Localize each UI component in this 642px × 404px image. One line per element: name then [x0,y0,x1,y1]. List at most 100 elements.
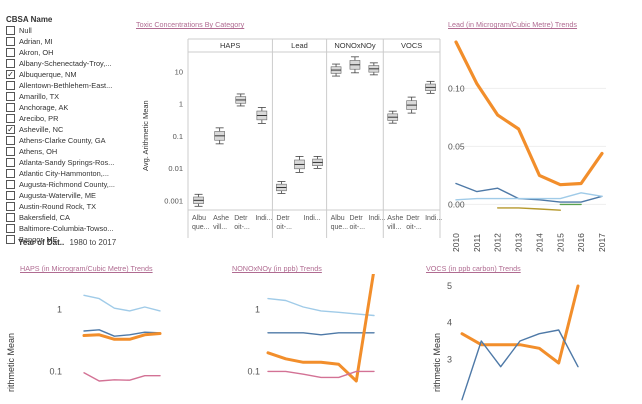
y-tick-label: 0.00 [448,199,465,209]
filter-item[interactable]: ✓ Albuquerque, NM [6,69,132,80]
series-line-lightblue [455,192,603,201]
lead-trend-chart[interactable]: 0.10 0.05 0.00 2010 2011 2012 2013 2014 2015 2016… [448,30,642,264]
filter-item[interactable]: Baltimore-Columbia-Towso... [6,223,132,234]
nono-trend-chart[interactable]: 10.1 [210,274,410,404]
series-line-blue [461,329,579,401]
checkbox[interactable] [6,103,15,112]
filter-title: CBSA Name [6,15,53,24]
checkbox[interactable]: ✓ [6,70,15,79]
x-tick-label: 2015 [555,233,565,252]
category-label: Indi... [304,215,321,222]
y-tick-label: 0.1 [173,132,183,141]
nono-chart-title[interactable]: NONOxNOy (in ppb) Trends [232,264,322,273]
category-label: vill... [213,224,227,231]
filter-item-label: Austin-Round Rock, TX [19,202,97,211]
y-tick-label: 3 [447,354,452,364]
vocs-chart-title[interactable]: VOCS (in ppb carbon) Trends [426,264,521,273]
filter-item[interactable]: ✓ Asheville, NC [6,124,132,135]
series-line-orange [460,284,580,365]
year-filter-value[interactable]: 1980 to 2017 [69,238,117,247]
filter-item[interactable]: Arecibo, PR [6,113,132,124]
year-filter[interactable]: Year of Dat.. 1980 to 2017 [18,238,116,247]
checkbox[interactable] [6,92,15,101]
filter-item[interactable]: Athens-Clarke County, GA [6,135,132,146]
checkbox[interactable] [6,213,15,222]
checkbox[interactable] [6,202,15,211]
filter-item-label: Athens, OH [19,147,58,156]
checkbox[interactable] [6,180,15,189]
filter-item-label: Atlanta-Sandy Springs-Ros... [19,158,115,167]
series-line-olive [497,207,561,211]
haps-trend-chart[interactable]: 1 0.1 rithmetic Mean [0,274,200,404]
checkbox[interactable] [6,158,15,167]
category-label: oit-... [234,224,250,231]
x-tick-label: 2012 [493,233,503,252]
filter-item[interactable]: Anchorage, AK [6,102,132,113]
checkbox[interactable] [6,81,15,90]
checkbox[interactable] [6,136,15,145]
checkbox[interactable] [6,147,15,156]
x-tick-label: 2010 [451,233,461,252]
filter-item-label: Athens-Clarke County, GA [19,136,106,145]
category-label: Detr [276,215,290,222]
category-label: Detr [350,215,364,222]
filter-item[interactable]: Amarillo, TX [6,91,132,102]
y-tick-label: 0.05 [448,141,465,151]
filter-item-label: Null [19,26,32,35]
filter-item[interactable]: Athens, OH [6,146,132,157]
checkbox[interactable] [6,224,15,233]
filter-item[interactable]: Allentown-Bethlehem-East... [6,80,132,91]
filter-item-label: Bakersfield, CA [19,213,70,222]
series-line-blue [83,329,161,337]
cbsa-filter-panel: CBSA Name Null Adrian, MI Akron, OH Albany-… [6,14,132,245]
filter-item[interactable]: Augusta-Richmond County,... [6,179,132,190]
vocs-trend-chart[interactable]: 5 4 3 rithmetic Mean [410,274,610,404]
filter-item-label: Bangor, ME [19,235,58,244]
filter-item[interactable]: Adrian, MI [6,36,132,47]
category-label: Detr [234,215,248,222]
category-label: oit-... [276,224,292,231]
checkbox[interactable] [6,235,15,244]
checkbox[interactable] [6,169,15,178]
y-tick-label: 1 [57,305,62,315]
filter-item[interactable]: Bakersfield, CA [6,212,132,223]
category-label: que... [331,224,349,231]
category-label: Ashe [387,215,403,222]
filter-item-label: Akron, OH [19,48,54,57]
filter-item[interactable]: Augusta-Waterville, ME [6,190,132,201]
cbsa-checkbox-list: Null Adrian, MI Akron, OH Albany-Schenectad… [6,25,132,245]
checkbox[interactable] [6,59,15,68]
haps-chart-title[interactable]: HAPS (in Microgram/Cubic Metre) Trends [20,264,153,273]
checkbox[interactable] [6,48,15,57]
filter-item[interactable]: Atlanta-Sandy Springs-Ros... [6,157,132,168]
category-label: vill... [387,224,401,231]
y-axis-title: rithmetic Mean [432,333,442,392]
category-label: que... [192,224,210,231]
filter-item-label: Arecibo, PR [19,114,59,123]
x-tick-label: 2011 [472,233,482,252]
filter-item[interactable]: Austin-Round Rock, TX [6,201,132,212]
filter-item-label: Albuquerque, NM [19,70,77,79]
checkbox[interactable] [6,26,15,35]
y-tick-label: 1 [255,305,260,315]
checkbox[interactable]: ✓ [6,125,15,134]
checkbox[interactable] [6,191,15,200]
toxic-box-chart[interactable]: Avg. Arithmetic Mean 10 1 0.1 0.01 0.001 HAPS A… [136,32,442,264]
filter-item-label: Asheville, NC [19,125,64,134]
filter-item[interactable]: Atlantic City-Hammonton,... [6,168,132,179]
checkbox[interactable] [6,37,15,46]
checkbox[interactable] [6,114,15,123]
year-filter-label: Year of Dat.. [18,238,65,247]
filter-item[interactable]: Albany-Schenectady-Troy,... [6,58,132,69]
series-line-pink [83,372,161,382]
y-tick-label: 0.10 [448,83,465,93]
category-label: Ashe [213,215,229,222]
lead-chart-title[interactable]: Lead (in Microgram/Cubic Metre) Trends [448,20,578,29]
toxic-chart-title[interactable]: Toxic Concentrations By Category [136,20,245,29]
y-tick-label: 4 [447,318,452,328]
panel-header: NONOxNOy [334,41,376,50]
filter-item[interactable]: Null [6,25,132,36]
filter-item[interactable]: Akron, OH [6,47,132,58]
filter-item-label: Augusta-Richmond County,... [19,180,115,189]
filter-item[interactable]: Bangor, ME [6,234,132,245]
